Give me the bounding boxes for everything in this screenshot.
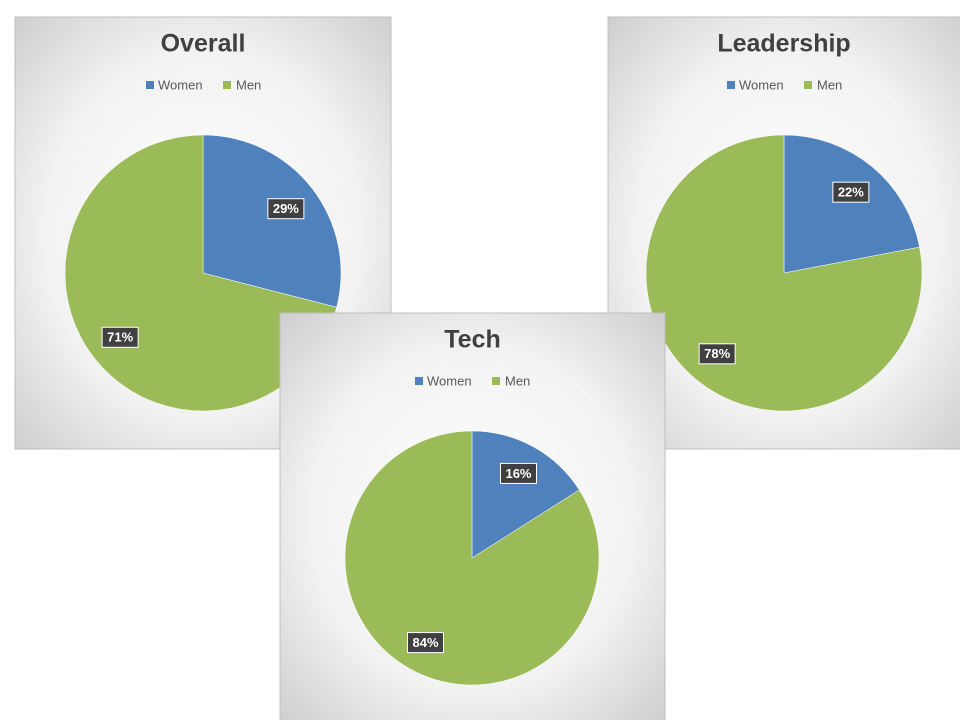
chart-title: Overall [161, 30, 246, 58]
data-label-box [832, 181, 870, 203]
chart-panel: Overall Women Men 29% 71% [14, 16, 392, 450]
chart-panel: Tech Women Men 16% 84% [279, 312, 666, 720]
data-label: 16% [505, 466, 531, 481]
data-label: 84% [412, 635, 438, 650]
pie-slice [645, 134, 923, 412]
legend-label: Men [236, 77, 261, 92]
legend-label: Women [158, 77, 203, 92]
data-label-box [407, 632, 445, 654]
legend-label: Men [817, 77, 842, 92]
pie-slice [202, 134, 342, 308]
legend-label: Women [427, 373, 472, 388]
data-label-box [101, 326, 139, 348]
legend-label: Men [505, 373, 530, 388]
chart-title: Leadership [717, 30, 850, 58]
pie-slice [783, 134, 920, 274]
legend-swatch [492, 377, 500, 385]
data-label-box [499, 462, 537, 484]
legend-swatch [223, 81, 231, 89]
legend-label: Women [739, 77, 784, 92]
chart-title: Tech [444, 326, 501, 354]
data-label-box [267, 198, 305, 220]
data-label-box [698, 343, 736, 365]
legend-swatch [146, 81, 154, 89]
legend-swatch [727, 81, 735, 89]
pie-slice [344, 430, 600, 686]
data-label: 22% [838, 185, 864, 200]
data-label: 78% [704, 346, 730, 361]
data-label: 29% [273, 201, 299, 216]
chart-panel: Leadership Women Men 22% 78% [607, 16, 960, 450]
legend-swatch [804, 81, 812, 89]
pie-slice [471, 430, 580, 559]
legend-swatch [415, 377, 423, 385]
data-label: 71% [107, 330, 133, 345]
